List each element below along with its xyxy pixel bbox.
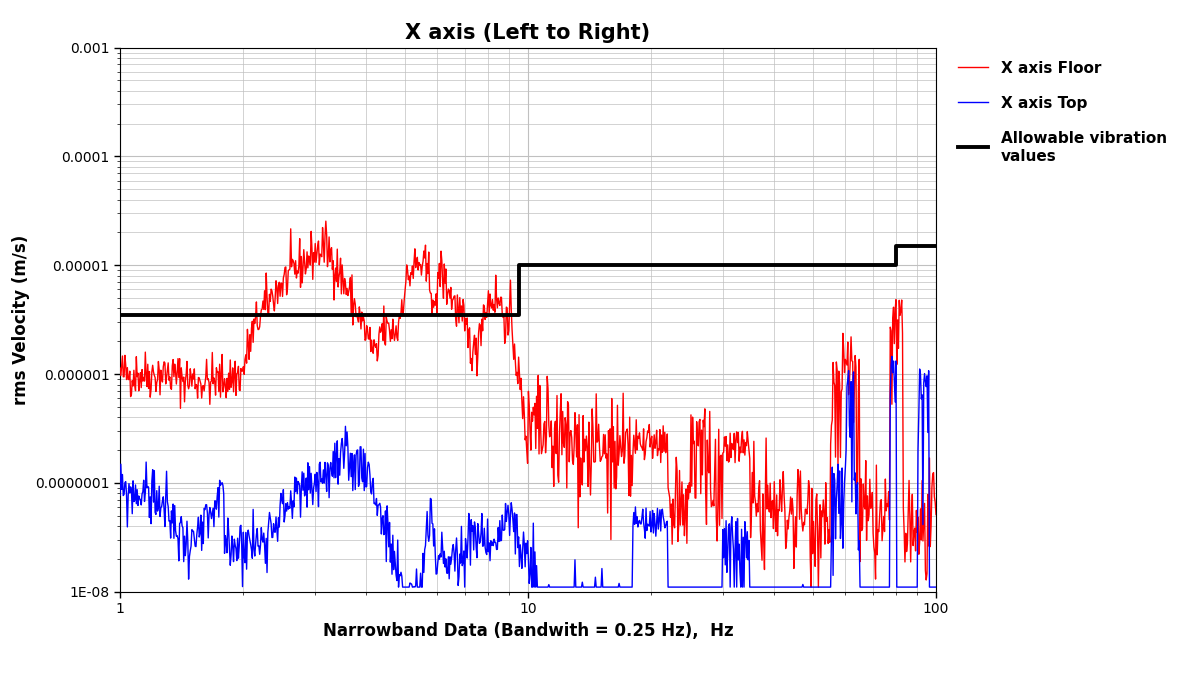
X-axis label: Narrowband Data (Bandwith = 0.25 Hz),  Hz: Narrowband Data (Bandwith = 0.25 Hz), Hz [323,622,733,640]
X axis Floor [473,321,487,329]
X axis Top [391,583,406,591]
Line: Allowable vibration
values: Allowable vibration values [120,246,936,315]
Line: X axis Top: X axis Top [120,356,936,587]
X axis Floor [804,583,818,591]
X axis Top [674,583,689,591]
X axis Floor [750,500,764,508]
X axis Floor [444,284,458,292]
X axis Top [444,560,458,568]
X axis Top [750,583,764,591]
Allowable vibration
values [889,261,904,269]
Allowable vibration
values [511,261,526,269]
Y-axis label: rms Velocity (m/s): rms Velocity (m/s) [12,235,30,405]
X axis Top [764,583,779,591]
X axis Top [929,583,943,591]
X axis Floor [113,364,127,372]
X axis Floor [196,381,210,390]
Allowable vibration
values [511,311,526,319]
X axis Top [884,352,899,360]
Allowable vibration
values [929,242,943,250]
X axis Top [473,538,487,546]
X axis Floor [674,500,689,508]
Allowable vibration
values [113,311,127,319]
X axis Top [196,539,210,547]
X axis Floor [764,498,779,506]
X axis Floor [929,511,943,519]
Title: X axis (Left to Right): X axis (Left to Right) [406,23,650,44]
Allowable vibration
values [889,242,904,250]
X axis Top [113,491,127,499]
Line: X axis Floor: X axis Floor [120,221,936,587]
Legend: X axis Floor, X axis Top, Allowable vibration
values: X axis Floor, X axis Top, Allowable vibr… [952,55,1172,170]
X axis Floor [319,217,334,225]
